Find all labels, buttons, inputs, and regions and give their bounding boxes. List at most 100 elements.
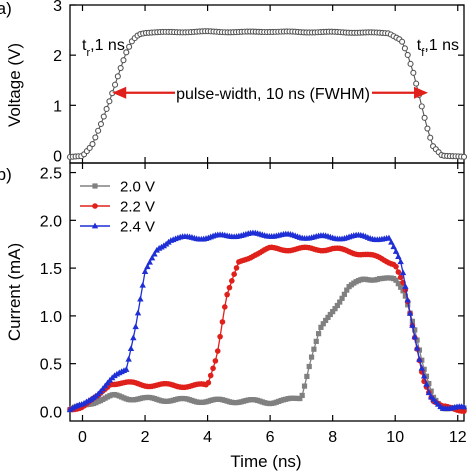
data-point bbox=[330, 309, 336, 315]
data-point bbox=[404, 296, 411, 303]
data-point bbox=[339, 295, 345, 301]
data-point bbox=[393, 263, 399, 270]
x-tick-label: 12 bbox=[449, 429, 467, 446]
panel-a-data-point bbox=[111, 81, 119, 88]
panel-b-x-ticks: 0 2 4 6 8 10 12 bbox=[78, 163, 467, 446]
data-point bbox=[207, 372, 214, 379]
panel-a-y-tick-label: 3 bbox=[53, 0, 62, 15]
panel-b: 0.00.51.01.52.02.5 0 2 4 6 8 10 12 2.0 V2.2 V2… bbox=[0, 162, 468, 471]
data-point bbox=[141, 268, 149, 274]
panel-b-tag: (b) bbox=[0, 165, 12, 184]
panel-a-data-point bbox=[421, 114, 428, 121]
panel-b-y-tick-label: 1.0 bbox=[40, 309, 62, 326]
data-point bbox=[409, 321, 416, 328]
data-point bbox=[151, 250, 158, 257]
data-point bbox=[299, 392, 305, 399]
data-point bbox=[123, 366, 130, 372]
data-point bbox=[388, 238, 395, 245]
panel-a-y-tick-label: 1 bbox=[53, 98, 62, 115]
data-point bbox=[420, 372, 428, 379]
panel-b-plot-area bbox=[66, 229, 468, 414]
data-point bbox=[344, 287, 350, 293]
panel-a-data-point bbox=[418, 103, 425, 110]
data-point bbox=[139, 281, 146, 288]
panel-a-data-point bbox=[407, 60, 414, 67]
panel-a-data-point bbox=[103, 105, 110, 112]
panel-a-data-point bbox=[120, 57, 127, 64]
panel-a-data-point bbox=[404, 51, 411, 59]
legend-label: 2.2 V bbox=[120, 199, 155, 216]
data-point bbox=[402, 283, 409, 289]
data-point bbox=[397, 258, 404, 265]
data-point bbox=[418, 364, 425, 371]
data-point bbox=[137, 295, 144, 302]
legend-label: 2.4 V bbox=[120, 219, 155, 236]
x-tick-label: 2 bbox=[141, 429, 150, 446]
panel-b-y-tick-label: 0.5 bbox=[40, 357, 62, 374]
panel-a-data-point bbox=[427, 134, 434, 141]
panel-a-data-point bbox=[95, 127, 102, 134]
data-point bbox=[313, 338, 319, 344]
arrowhead-left bbox=[112, 86, 127, 99]
arrowhead-right bbox=[414, 86, 429, 99]
data-point bbox=[413, 344, 421, 351]
legend-marker bbox=[92, 183, 98, 189]
data-point bbox=[219, 319, 226, 325]
panel-a-data-point bbox=[399, 38, 406, 45]
data-point bbox=[341, 291, 347, 297]
panel-a-y-tick-label: 2 bbox=[53, 48, 62, 65]
data-point bbox=[148, 254, 156, 261]
x-axis-label: Time (ns) bbox=[230, 452, 301, 471]
data-point bbox=[423, 380, 430, 387]
panel-a-data-point bbox=[97, 120, 105, 128]
panel-b-frame bbox=[69, 162, 465, 422]
data-point bbox=[221, 304, 228, 310]
data-point bbox=[412, 327, 418, 333]
panel-a-data-point bbox=[92, 134, 99, 141]
data-point bbox=[332, 306, 338, 312]
panel-b-y-tick-label: 0.0 bbox=[40, 404, 62, 421]
data-point bbox=[409, 318, 416, 324]
panel-b-y-tick-label: 2.0 bbox=[40, 213, 62, 230]
x-tick-label: 6 bbox=[266, 429, 275, 446]
legend: 2.0 V 2.2 V 2.4 V bbox=[80, 179, 155, 236]
legend-label: 2.0 V bbox=[120, 179, 155, 196]
panel-a-frame bbox=[69, 4, 465, 164]
panel-b-y-axis-label: Current (mA) bbox=[5, 243, 24, 341]
panel-a-data-point bbox=[460, 153, 468, 160]
rise-time-label: tr,1 ns bbox=[82, 37, 125, 59]
data-point bbox=[308, 354, 315, 360]
panel-a-annotations: tr,1 ns tf,1 ns pulse-width, 10 ns (FWHM) bbox=[82, 37, 459, 103]
data-point bbox=[127, 345, 135, 352]
data-point bbox=[132, 323, 139, 330]
data-point bbox=[395, 269, 402, 275]
panel-a-data-point bbox=[106, 98, 113, 105]
data-point bbox=[460, 403, 468, 410]
panel-a-data-point bbox=[401, 45, 408, 52]
data-point bbox=[406, 309, 414, 316]
data-point bbox=[399, 269, 407, 276]
data-point bbox=[320, 321, 326, 327]
panel-a-y-axis-label: Voltage (V) bbox=[5, 43, 24, 127]
panel-a-data-point bbox=[114, 73, 121, 80]
data-point bbox=[423, 373, 430, 379]
data-point bbox=[205, 379, 212, 386]
panel-a-tag: (a) bbox=[0, 0, 12, 18]
data-point bbox=[297, 395, 303, 402]
data-point bbox=[217, 333, 223, 340]
data-point bbox=[327, 311, 333, 318]
data-point bbox=[226, 284, 233, 291]
data-point bbox=[144, 263, 151, 270]
fall-time-label: tf,1 ns bbox=[417, 37, 459, 59]
panel-a: 0 1 2 3 tr,1 ns tf,1 ns pulse-width, 10 ns (F… bbox=[0, 0, 468, 165]
panel-a-data-point bbox=[410, 69, 417, 76]
data-point bbox=[325, 314, 331, 320]
panel-b-y-tick-label: 1.5 bbox=[40, 261, 62, 278]
data-point bbox=[402, 293, 408, 299]
panel-a-data-point bbox=[424, 125, 431, 132]
x-tick-label: 4 bbox=[203, 429, 212, 446]
data-point bbox=[411, 333, 418, 340]
data-point bbox=[214, 348, 221, 354]
data-point bbox=[146, 258, 153, 265]
